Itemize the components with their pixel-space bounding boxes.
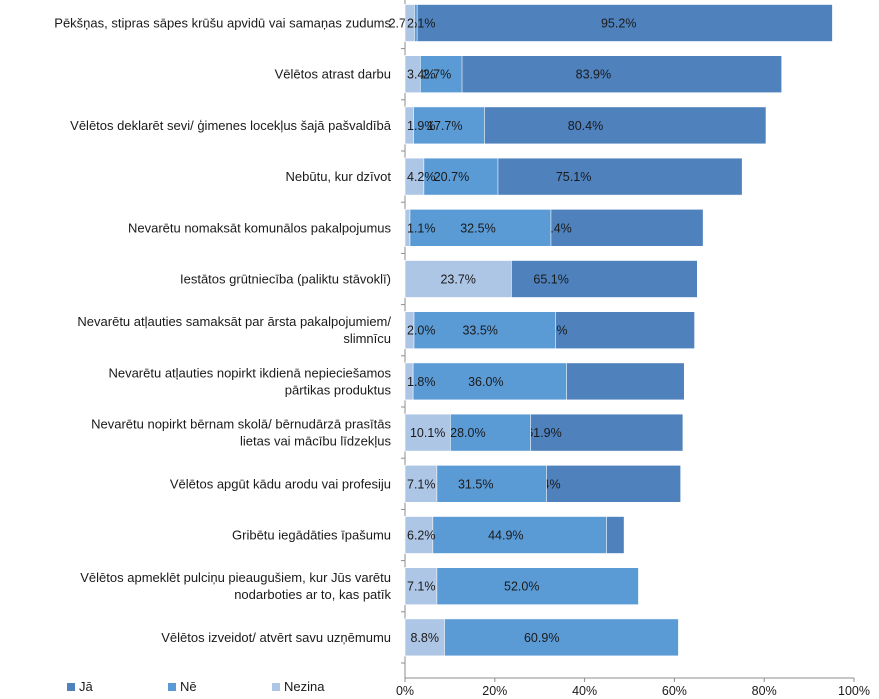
category-label: Vēlētos atrast darbu (275, 67, 391, 82)
bar-segment-2 (404, 106, 485, 145)
bar-segment-3 (404, 106, 414, 145)
category-label: Nevarētu atļauties nopirkt ikdienā nepie… (108, 365, 391, 380)
x-tick-label: 0% (396, 684, 414, 698)
data-label: 2.1% (407, 17, 436, 31)
bar-segment-2 (404, 618, 679, 657)
legend-label: Nezina (284, 679, 325, 694)
x-tick-label: 40% (572, 684, 597, 698)
category-label: nodarboties ar to, kas patīk (234, 587, 391, 602)
bar-segment-3 (404, 311, 415, 350)
bar-segment-3 (404, 464, 438, 503)
data-label: 83.9% (576, 68, 611, 82)
data-label: 1.1% (407, 221, 436, 235)
data-label: 61.9% (526, 426, 561, 440)
category-label: lietas vai mācību līdzekļus (240, 434, 392, 449)
data-label: 1.8% (407, 375, 436, 389)
bar-segment-3 (404, 4, 415, 42)
x-tick-label: 60% (662, 684, 687, 698)
legend-swatch (67, 683, 75, 691)
data-label: 3.4% (407, 68, 436, 82)
data-label: 33.5% (462, 324, 497, 338)
category-label: Pēkšņas, stipras sāpes krūšu apvidū vai … (54, 16, 391, 31)
category-label: Vēlētos izveidot/ atvērt savu uzņēmumu (161, 630, 391, 645)
bar-segment-3 (404, 567, 438, 606)
bar-segment-2 (404, 362, 567, 401)
data-label: 65.1% (533, 273, 568, 287)
legend-label: Jā (79, 679, 94, 694)
data-label: 6.2% (407, 529, 436, 543)
data-label: 8.8% (411, 631, 440, 645)
data-label: 44.9% (488, 529, 523, 543)
data-label: 17.7% (427, 119, 462, 133)
data-label: 10.1% (410, 426, 445, 440)
x-tick-label: 80% (752, 684, 777, 698)
bar-segment-2 (404, 311, 556, 350)
category-label: Nebūtu, kur dzīvot (286, 169, 392, 184)
x-tick-label: 20% (482, 684, 507, 698)
data-label: 75.1% (556, 170, 591, 184)
bar-segment-3 (404, 209, 411, 247)
data-label: 31.5% (458, 477, 493, 491)
data-label: 20.7% (434, 170, 469, 184)
category-label: Vēlētos apgūt kādu arodu vai profesiju (170, 476, 391, 491)
data-label: 4.2% (407, 170, 436, 184)
legend-swatch (272, 683, 280, 691)
bar-segment-3 (404, 413, 451, 452)
data-label: 80.4% (568, 119, 603, 133)
category-label: Gribētu iegādāties īpašumu (232, 528, 391, 543)
bar-segment-3 (404, 157, 425, 196)
bar-segment-1 (404, 4, 833, 42)
data-label: 36.0% (468, 375, 503, 389)
x-tick-label: 100% (838, 684, 870, 698)
data-label: 60.9% (524, 631, 559, 645)
data-label: 2.0% (407, 324, 436, 338)
bar-segment-1 (404, 55, 783, 94)
category-label: Nevarētu nomaksāt komunālos pakalpojumus (128, 220, 392, 235)
bar-segment-2 (404, 209, 552, 247)
category-label: Nevarētu atļauties samaksāt par ārsta pa… (77, 314, 391, 329)
data-label: 28.0% (450, 426, 485, 440)
data-label: 52.0% (504, 580, 539, 594)
category-label: Vēlētos apmeklēt pulciņu pieaugušiem, ku… (80, 570, 391, 585)
category-label: slimnīcu (343, 331, 391, 346)
data-label: 12.7% (416, 68, 451, 82)
bar-segment-3 (404, 362, 414, 401)
category-label: Vēlētos deklarēt sevi/ ģimenes locekļus … (70, 118, 392, 133)
bar-segment-3 (404, 55, 421, 94)
data-label: 23.7% (440, 273, 475, 287)
bar-segment-3 (404, 260, 512, 298)
legend-swatch (168, 683, 176, 691)
legend-label: Nē (180, 679, 197, 694)
category-label: Nevarētu nopirkt bērnam skolā/ bērnudārz… (91, 417, 391, 432)
category-label: Iestātos grūtniecība (paliktu stāvoklī) (180, 272, 391, 287)
bar-segment-2 (404, 516, 607, 554)
data-label: 1.9% (407, 119, 436, 133)
category-label: pārtikas produktus (285, 382, 392, 397)
data-label: 7.1% (407, 477, 436, 491)
bar-segment-3 (404, 618, 445, 657)
bar-segment-3 (404, 516, 434, 554)
data-label: 7.1% (407, 580, 436, 594)
data-label: 95.2% (601, 17, 636, 31)
data-label: 32.5% (460, 221, 495, 235)
